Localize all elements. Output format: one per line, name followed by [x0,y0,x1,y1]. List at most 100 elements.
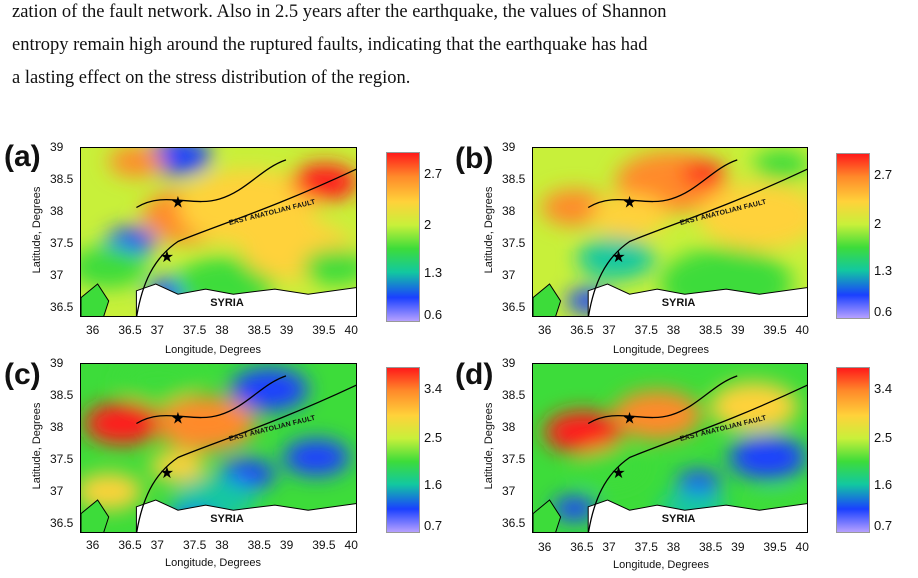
y-tick-label: 37 [50,268,64,282]
heat-region [108,148,165,177]
x-axis-label: Longitude, Degrees [165,557,262,569]
y-tick-label: 38.5 [502,172,526,186]
x-tick-label: 36.5 [118,323,142,337]
x-tick-label: 37.5 [634,540,658,554]
y-tick-label: 37 [50,484,64,498]
colorbar-tick-label: 2 [424,217,432,233]
x-tick-label: 39 [731,540,745,554]
y-axis-label: Latitude, Degrees [483,402,495,490]
colorbar-tick-label: 1.6 [424,476,443,492]
y-tick-label: 38 [50,204,64,218]
heat-region [728,436,807,479]
colorbar-tick-label: 2.5 [874,430,893,446]
entropy-heatmap: ★ ★ [80,363,357,533]
heat-region [753,149,807,181]
body-paragraph: zation of the fault network. Also in 2.5… [12,0,912,95]
epicenter-star-icon: ★ [171,411,185,428]
epicenter-star-icon: ★ [611,465,625,482]
x-tick-label: 39 [279,538,294,552]
x-tick-label: 37 [150,323,164,337]
x-tick-label: 36 [86,323,100,337]
y-tick-label: 36.5 [50,516,74,530]
x-axis-label: Longitude, Degrees [165,344,262,356]
paragraph-line-2: entropy remain high around the ruptured … [12,35,648,55]
colorbar-tick-label: 2.7 [874,166,893,182]
y-tick-label: 37.5 [50,452,74,466]
colorbar-tick-label: 1.3 [874,262,893,278]
y-tick-label: 39 [502,356,516,370]
panel-label: (d) [455,358,494,391]
surgu-fault-line [587,375,738,425]
x-tick-label: 39 [279,323,294,337]
x-tick-label: 40 [795,323,809,337]
epicenter-star-icon: ★ [622,195,636,212]
x-tick-label: 40 [795,540,809,554]
epicenter-star-icon: ★ [160,249,174,266]
x-tick-label: 37 [150,538,164,552]
epicenter-star-icon: ★ [611,249,625,266]
east-anatolian-fault-line [587,168,807,316]
colorbar-tick-label: 2.7 [424,166,443,182]
colorbar-tick-label: 0.6 [874,304,893,320]
colorbar [836,153,870,319]
heat-region [709,382,798,431]
heat-region [230,368,309,411]
colorbar-tick-label: 3.4 [874,380,893,396]
y-tick-label: 38.5 [50,388,74,402]
x-tick-label: 37.5 [182,323,207,337]
heat-region [577,237,655,280]
y-tick-label: 39 [502,140,516,154]
paragraph-line-1: zation of the fault network. Also in 2.5… [12,2,667,22]
surgu-fault-line [136,375,287,425]
x-tick-label: 38 [215,538,229,552]
y-tick-label: 36.5 [502,516,526,530]
heat-region [676,470,721,496]
paragraph-line-3: a lasting effect on the stress distribut… [12,68,411,88]
y-tick-label: 39 [50,140,64,154]
x-tick-label: 38.5 [247,323,271,337]
x-tick-label: 39.5 [763,323,787,337]
syria-label: SYRIA [210,512,244,525]
heat-region [119,364,198,403]
x-tick-label: 36 [86,538,100,552]
x-tick-label: 36 [538,323,552,337]
heat-region [544,410,622,454]
y-tick-label: 37 [502,268,516,282]
syria-label: SYRIA [661,512,696,525]
x-tick-label: 36.5 [570,323,594,337]
syria-region [587,283,807,316]
y-tick-label: 37 [502,484,516,498]
surgu-fault-line [587,159,738,209]
x-tick-label: 38 [666,323,681,337]
entropy-heatmap: ★ ★ [532,363,808,533]
y-tick-label: 37.5 [502,236,526,250]
colorbar-tick-label: 2.5 [424,430,443,446]
x-tick-label: 39 [731,323,745,337]
syria-region [587,499,807,532]
x-tick-label: 40 [344,323,358,337]
colorbar [386,152,420,322]
x-axis-label: Longitude, Degrees [613,559,710,571]
heat-region [541,189,608,226]
panel-label: (c) [4,358,41,391]
y-tick-label: 38.5 [50,172,74,186]
x-tick-label: 39.5 [312,538,336,552]
colorbar-tick-label: 0.7 [874,518,893,534]
epicenter-star-icon: ★ [622,411,636,428]
heat-region [552,496,597,521]
heat-region [698,182,807,250]
heat-region [302,248,356,286]
heat-region [150,450,206,482]
panel-label: (a) [4,140,41,173]
y-tick-label: 38 [50,420,64,434]
heat-region [682,161,727,186]
y-tick-label: 39 [50,356,64,370]
y-tick-label: 36.5 [50,300,74,314]
x-tick-label: 37.5 [634,323,658,337]
heat-region [590,194,669,238]
syria-region [135,283,356,316]
entropy-heatmap: ★ ★ [532,147,808,317]
epicenter-star-icon: ★ [171,195,185,212]
colorbar-tick-label: 0.7 [424,518,443,534]
surgu-fault-line [136,159,287,209]
